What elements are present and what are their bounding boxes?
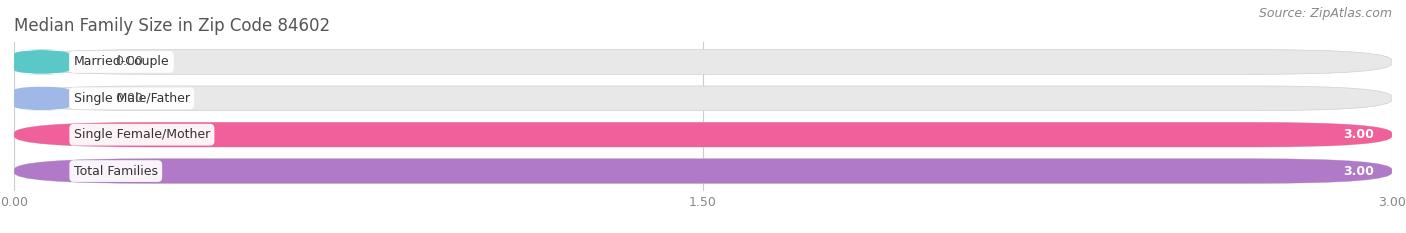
Text: Married-Couple: Married-Couple (73, 55, 169, 69)
Text: 0.00: 0.00 (115, 92, 143, 105)
Text: Single Male/Father: Single Male/Father (73, 92, 190, 105)
FancyBboxPatch shape (14, 50, 69, 74)
FancyBboxPatch shape (14, 50, 1392, 74)
FancyBboxPatch shape (14, 159, 1392, 183)
Text: Source: ZipAtlas.com: Source: ZipAtlas.com (1258, 7, 1392, 20)
FancyBboxPatch shape (14, 159, 1392, 183)
Text: Median Family Size in Zip Code 84602: Median Family Size in Zip Code 84602 (14, 17, 330, 35)
FancyBboxPatch shape (14, 122, 1392, 147)
Text: 3.00: 3.00 (1343, 128, 1374, 141)
Text: Single Female/Mother: Single Female/Mother (73, 128, 209, 141)
Text: 0.00: 0.00 (115, 55, 143, 69)
Text: 3.00: 3.00 (1343, 164, 1374, 178)
FancyBboxPatch shape (14, 86, 1392, 111)
FancyBboxPatch shape (14, 122, 1392, 147)
Text: Total Families: Total Families (73, 164, 157, 178)
FancyBboxPatch shape (14, 86, 69, 111)
